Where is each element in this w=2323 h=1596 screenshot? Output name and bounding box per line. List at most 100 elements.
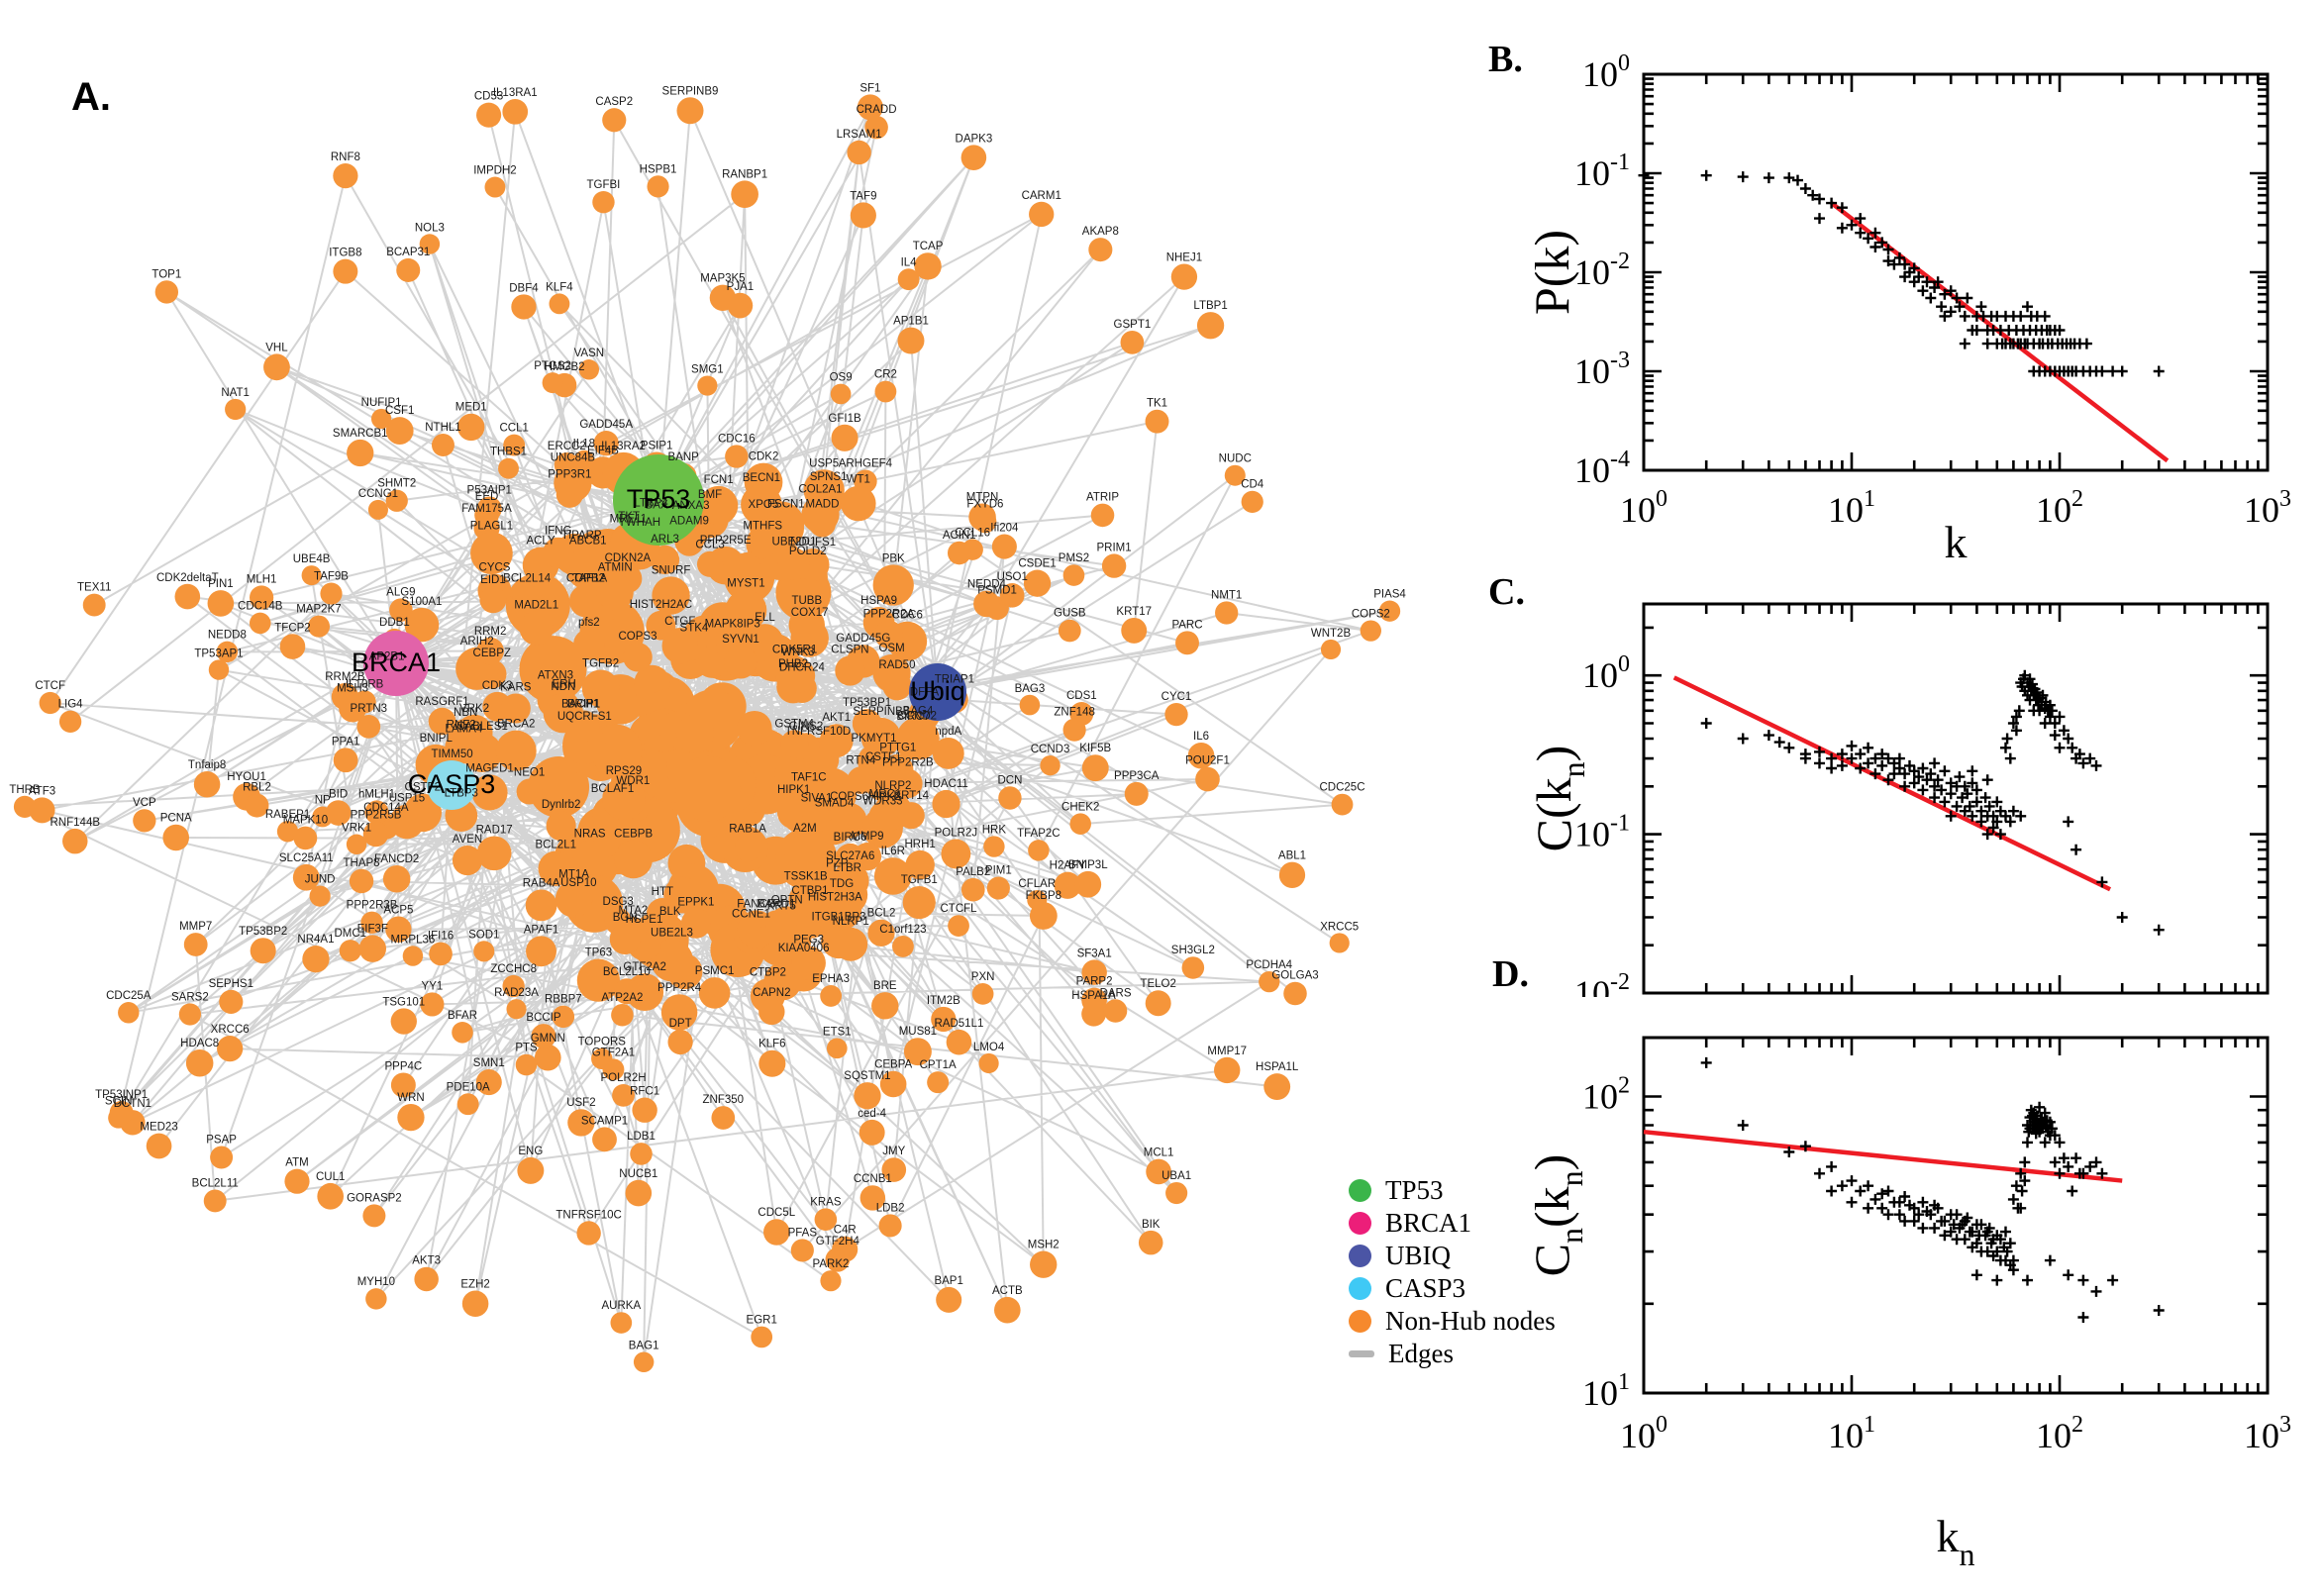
- network-node[interactable]: [484, 176, 506, 198]
- network-node[interactable]: [936, 1286, 962, 1313]
- network-node[interactable]: [301, 565, 322, 586]
- network-node[interactable]: [302, 946, 330, 973]
- network-node[interactable]: [835, 655, 865, 686]
- network-node[interactable]: [1181, 956, 1205, 979]
- network-node[interactable]: [864, 115, 888, 140]
- network-node[interactable]: [1175, 631, 1199, 655]
- network-node[interactable]: [1214, 1056, 1241, 1084]
- network-node[interactable]: [1081, 959, 1107, 985]
- network-node[interactable]: [1058, 619, 1081, 643]
- network-node[interactable]: [225, 398, 247, 421]
- network-node[interactable]: [565, 889, 592, 916]
- network-node[interactable]: [1029, 201, 1055, 228]
- network-node[interactable]: [217, 1035, 244, 1062]
- network-node[interactable]: [1124, 781, 1149, 806]
- network-node[interactable]: [941, 839, 971, 869]
- network-node[interactable]: [724, 646, 758, 679]
- network-node[interactable]: [203, 1189, 227, 1213]
- network-node[interactable]: [905, 849, 935, 880]
- network-node[interactable]: [414, 1266, 439, 1292]
- network-node[interactable]: [495, 730, 537, 771]
- network-node[interactable]: [452, 845, 483, 876]
- network-node[interactable]: [1030, 1250, 1058, 1278]
- network-node[interactable]: [801, 495, 840, 534]
- network-node[interactable]: [1081, 754, 1109, 782]
- network-node[interactable]: [402, 946, 424, 966]
- network-node[interactable]: [339, 940, 361, 962]
- network-node[interactable]: [820, 1270, 842, 1292]
- network-node[interactable]: [519, 636, 587, 704]
- network-node[interactable]: [567, 1109, 595, 1137]
- network-node[interactable]: [370, 408, 392, 430]
- network-node[interactable]: [897, 327, 925, 354]
- network-node[interactable]: [661, 628, 698, 664]
- network-node[interactable]: [675, 755, 742, 822]
- network-node[interactable]: [208, 659, 230, 680]
- network-node[interactable]: [543, 537, 574, 569]
- network-node[interactable]: [696, 550, 724, 577]
- network-node[interactable]: [857, 94, 883, 121]
- network-node[interactable]: [385, 489, 408, 512]
- network-node[interactable]: [711, 1106, 736, 1130]
- network-node[interactable]: [367, 499, 388, 520]
- network-node[interactable]: [791, 946, 826, 980]
- network-node[interactable]: [1088, 238, 1113, 262]
- network-node[interactable]: [516, 778, 543, 805]
- network-node[interactable]: [473, 941, 495, 962]
- network-node[interactable]: [609, 924, 641, 955]
- network-node[interactable]: [903, 1038, 932, 1066]
- network-node[interactable]: [914, 252, 942, 280]
- network-node[interactable]: [397, 1103, 425, 1132]
- network-node[interactable]: [698, 485, 739, 526]
- network-node[interactable]: [445, 731, 478, 764]
- network-node[interactable]: [614, 840, 653, 879]
- network-node[interactable]: [819, 724, 854, 758]
- network-node[interactable]: [596, 573, 634, 611]
- network-node[interactable]: [725, 589, 767, 632]
- network-node[interactable]: [878, 1214, 902, 1238]
- network-node[interactable]: [983, 836, 1005, 857]
- network-node[interactable]: [515, 1053, 538, 1076]
- network-node[interactable]: [1040, 754, 1060, 776]
- network-node[interactable]: [389, 598, 413, 622]
- network-node[interactable]: [1069, 813, 1091, 835]
- network-node[interactable]: [219, 989, 244, 1014]
- network-node[interactable]: [853, 842, 882, 871]
- network-node[interactable]: [193, 770, 221, 798]
- network-node[interactable]: [831, 424, 858, 451]
- network-node[interactable]: [986, 876, 1010, 900]
- network-node[interactable]: [991, 534, 1017, 559]
- network-node[interactable]: [502, 98, 529, 125]
- network-node[interactable]: [871, 992, 899, 1020]
- network-node[interactable]: [1101, 553, 1127, 578]
- network-node[interactable]: [625, 1179, 653, 1207]
- network-node[interactable]: [1027, 889, 1048, 911]
- network-node[interactable]: [652, 576, 690, 615]
- network-node[interactable]: [162, 824, 189, 851]
- network-node[interactable]: [1278, 861, 1306, 888]
- network-node[interactable]: [1187, 742, 1215, 769]
- network-node[interactable]: [133, 809, 156, 833]
- network-node[interactable]: [385, 916, 412, 943]
- network-node[interactable]: [178, 1003, 201, 1026]
- network-node[interactable]: [309, 885, 331, 907]
- network-node[interactable]: [360, 911, 383, 935]
- network-node[interactable]: [874, 620, 903, 649]
- network-node[interactable]: [784, 834, 826, 876]
- network-node[interactable]: [154, 280, 179, 304]
- network-node[interactable]: [567, 710, 600, 743]
- network-node[interactable]: [867, 919, 895, 947]
- network-node[interactable]: [767, 510, 805, 548]
- network-node[interactable]: [611, 1003, 634, 1027]
- network-node[interactable]: [325, 800, 352, 826]
- network-node[interactable]: [1170, 263, 1198, 290]
- network-node[interactable]: [894, 723, 932, 760]
- network-node[interactable]: [998, 786, 1022, 810]
- network-node[interactable]: [503, 434, 526, 456]
- network-node[interactable]: [881, 1157, 907, 1182]
- network-node[interactable]: [356, 714, 381, 739]
- network-node[interactable]: [814, 1208, 838, 1231]
- hub-tp53[interactable]: [613, 454, 704, 546]
- network-node[interactable]: [737, 710, 772, 747]
- network-node[interactable]: [245, 793, 269, 818]
